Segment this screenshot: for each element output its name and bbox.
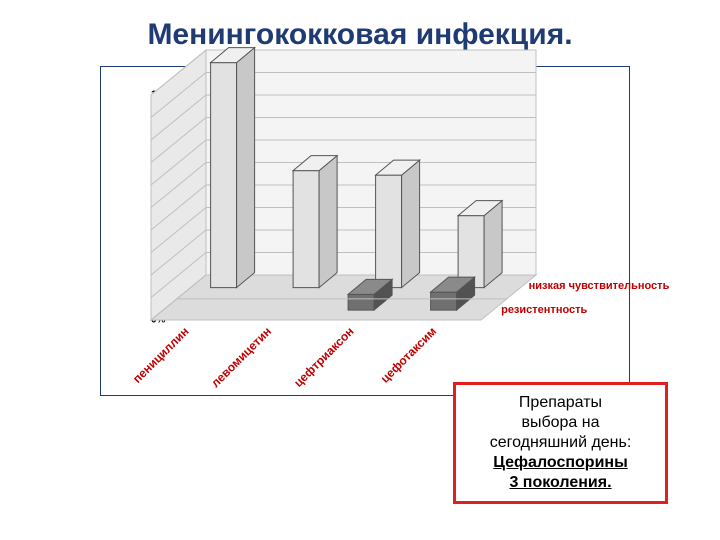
callout-line: Препараты xyxy=(458,393,663,413)
category-label: цефтриаксон xyxy=(291,324,357,390)
category-label: цефотаксим xyxy=(378,324,439,385)
category-label: левомицетин xyxy=(208,324,274,390)
chart-container: 2015-2017 гг. 0%10%20%30%40%50%60%70%80%… xyxy=(100,66,630,396)
callout-line: сегодняшний день: xyxy=(458,433,663,453)
callout-box: Препаратывыбора насегодняшний день:Цефал… xyxy=(453,382,668,504)
chart-plot-area: 0%10%20%30%40%50%60%70%80%90%100%пеницил… xyxy=(151,95,481,320)
series-label-resistance: резистентность xyxy=(501,304,587,316)
slide-title: Менингококковая инфекция. xyxy=(0,18,720,52)
callout-bold-line: Цефалоспорины xyxy=(458,453,663,473)
callout-bold-line: 3 поколения. xyxy=(458,473,663,493)
category-label: пенициллин xyxy=(130,324,192,386)
callout-line: выбора на xyxy=(458,413,663,433)
series-label-low-sensitivity: низкая чувствительность xyxy=(529,280,670,292)
